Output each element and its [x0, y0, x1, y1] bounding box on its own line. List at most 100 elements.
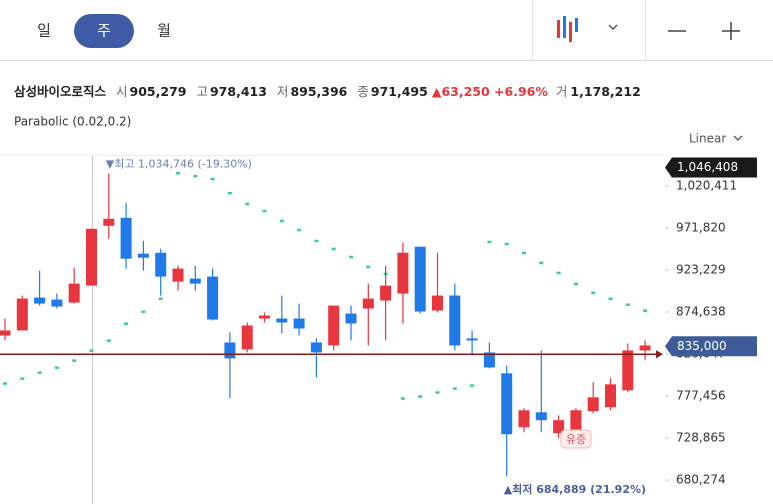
sar-dot: [89, 349, 94, 352]
sar-dot: [643, 309, 648, 313]
candle-body: [449, 295, 461, 346]
sar-dot: [176, 171, 180, 175]
field-value: 1,178,212: [570, 84, 640, 99]
sar-dot: [522, 251, 526, 255]
candle-body: [189, 278, 201, 284]
candle-body: [345, 313, 357, 324]
sar-dot: [470, 384, 475, 387]
stock-name: 삼성바이오로직스: [14, 84, 107, 99]
candle-body: [241, 325, 253, 350]
sar-dot: [245, 202, 250, 206]
sar-dot: [331, 247, 336, 251]
field-label: 저: [277, 84, 289, 99]
sar-dot: [106, 339, 111, 342]
sar-dot: [539, 261, 544, 265]
price-tag-label: 835,000: [677, 339, 727, 353]
candle-body: [155, 252, 167, 277]
zoom-in[interactable]: [722, 22, 740, 40]
sar-dot: [227, 191, 232, 195]
scale-label[interactable]: Linear: [689, 132, 726, 146]
sar-dot: [573, 282, 578, 286]
sar-dot: [314, 239, 319, 243]
y-tick-label: 728,865: [676, 431, 726, 445]
sar-dot: [141, 310, 146, 314]
candle-body: [120, 217, 132, 259]
candle-body: [553, 420, 565, 434]
sar-dot: [54, 366, 59, 369]
candle-body: [328, 305, 340, 346]
field-value: 905,279: [130, 84, 187, 99]
candle-body: [483, 352, 495, 368]
sar-dot: [72, 359, 77, 362]
sar-dot: [366, 265, 371, 269]
candle-body: [466, 338, 478, 341]
info-line: 삼성바이오로직스 시 905,279 고 978,413 저 895,396 종 971,495…: [14, 84, 641, 99]
sar-dot: [591, 291, 596, 295]
candle-body: [605, 384, 616, 408]
y-tick-label: 923,229: [676, 263, 726, 277]
tab[interactable]: 주: [97, 22, 111, 40]
sar-dot: [297, 228, 302, 232]
y-tick-label: 874,638: [676, 305, 726, 319]
sar-dot: [37, 371, 42, 374]
candle-body: [103, 218, 115, 226]
sar-dot: [262, 209, 267, 213]
event-annotation: 유증: [566, 433, 586, 446]
candle-body: [380, 285, 392, 301]
sar-dot: [608, 297, 613, 301]
sar-dot: [487, 240, 492, 244]
candle-body: [639, 345, 651, 351]
candle-body: [414, 246, 426, 312]
candle-body: [172, 268, 184, 282]
chart-type-icon[interactable]: [557, 16, 578, 42]
candle-body: [34, 297, 46, 304]
candle-body: [397, 252, 409, 294]
sar-dot: [3, 382, 7, 385]
sar-dot: [158, 297, 163, 301]
sar-dot: [418, 395, 423, 398]
price-arrow: [656, 350, 663, 359]
field-value: 971,495: [371, 84, 428, 99]
dropdown-chevron[interactable]: [608, 24, 618, 31]
y-tick-label: 1,020,411: [676, 178, 737, 192]
y-tick-label: 971,820: [676, 221, 726, 235]
tab[interactable]: 일: [37, 22, 51, 40]
candle-body: [535, 412, 547, 421]
sar-dot: [452, 387, 457, 390]
candle-body: [207, 276, 219, 320]
candle-body: [518, 410, 530, 428]
sar-dot: [400, 397, 405, 400]
candle-body: [587, 397, 599, 412]
field-label: 종: [357, 84, 369, 99]
high-annotation: ▼최고 1,034,746 (-19.30%): [106, 158, 252, 171]
candle-body: [293, 318, 305, 329]
candle-body: [16, 298, 28, 331]
sar-dot: [435, 391, 440, 394]
y-tick-label: 680,274: [676, 473, 726, 487]
change: ▲63,250 +6.96%: [432, 84, 549, 99]
tab[interactable]: 월: [157, 22, 171, 40]
sar-dot: [556, 271, 561, 275]
candle-body: [68, 283, 80, 303]
field-label: 고: [196, 84, 208, 99]
candle-body: [362, 298, 374, 309]
sar-dot: [504, 242, 509, 246]
event-badge: [560, 429, 592, 449]
low-annotation: ▲최저 684,889 (21.92%): [504, 482, 646, 496]
candle-body: [310, 342, 322, 353]
sar-dot: [210, 177, 215, 181]
y-tick-label: 777,456: [676, 389, 726, 403]
sar-dot: [625, 303, 630, 307]
sar-dot: [193, 174, 198, 178]
field-value: 978,413: [210, 84, 267, 99]
top-tag: [665, 157, 757, 178]
candle-body: [259, 315, 270, 319]
sar-dot: [349, 255, 353, 259]
tab-pill: [74, 14, 134, 48]
candle-body: [224, 342, 236, 359]
scale-chevron[interactable]: [733, 135, 743, 141]
candle-body: [501, 373, 513, 435]
sar-dot: [124, 322, 129, 325]
